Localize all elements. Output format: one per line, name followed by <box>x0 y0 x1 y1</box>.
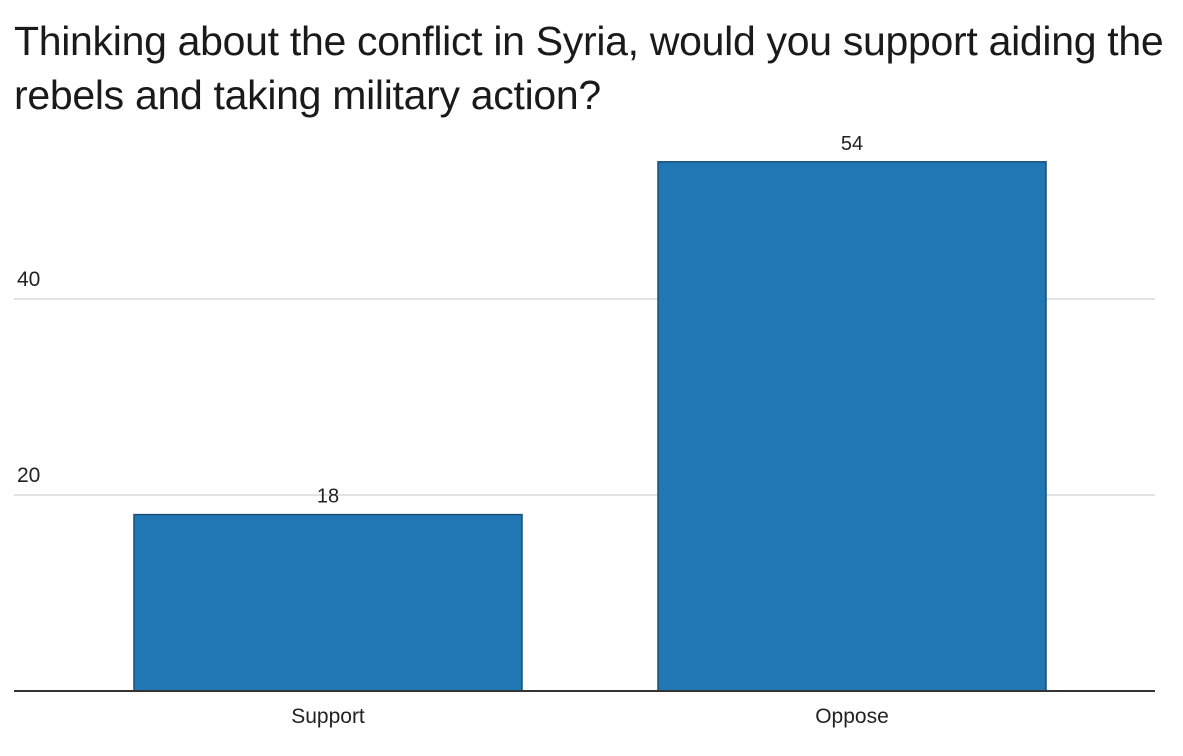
x-axis-tick-labels: Support Oppose <box>291 705 889 728</box>
x-tick-label: Support <box>291 705 365 728</box>
data-label: 54 <box>841 133 863 155</box>
chart-title: Thinking about the conflict in Syria, wo… <box>14 18 1164 118</box>
bar-support <box>133 513 523 692</box>
x-tick-label: Oppose <box>815 705 889 728</box>
data-label: 18 <box>317 486 339 508</box>
bars <box>133 161 1047 692</box>
y-tick-label: 40 <box>17 268 40 291</box>
bar-oppose <box>657 161 1047 692</box>
y-tick-label: 20 <box>17 464 40 487</box>
